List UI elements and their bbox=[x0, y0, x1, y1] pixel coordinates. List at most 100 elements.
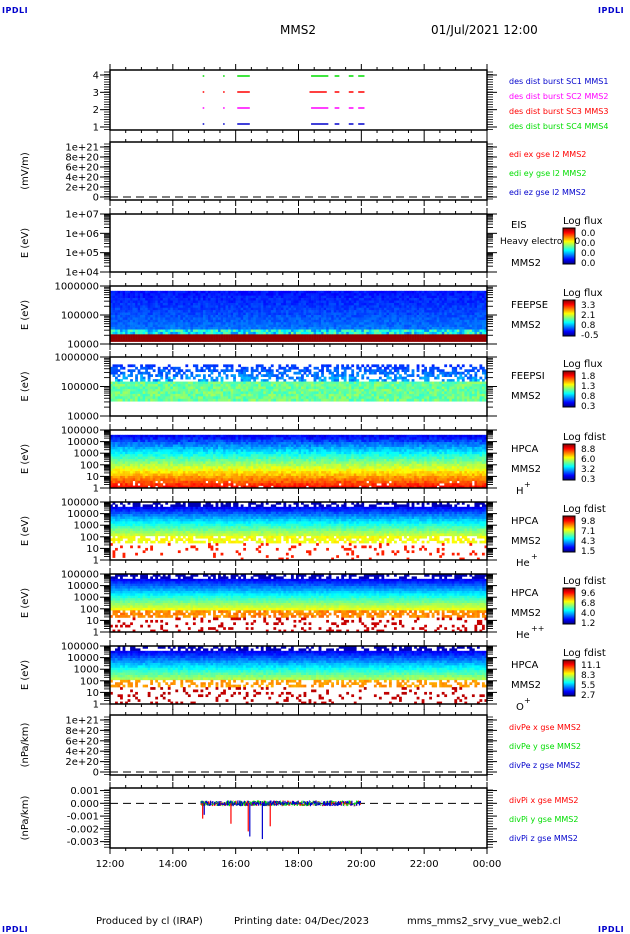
heatmap-cell bbox=[353, 396, 357, 400]
heatmap-cell bbox=[454, 302, 458, 306]
heatmap-cell bbox=[386, 319, 390, 323]
heatmap-cell bbox=[409, 336, 412, 340]
heatmap-cell bbox=[145, 312, 148, 316]
heatmap-cell bbox=[122, 339, 126, 342]
heatmap-cell bbox=[260, 324, 264, 328]
heatmap-cell bbox=[172, 298, 176, 301]
heatmap-cell bbox=[368, 295, 372, 299]
heatmap-cell bbox=[258, 307, 262, 311]
heatmap-cell bbox=[248, 393, 252, 397]
heatmap-cell bbox=[172, 324, 176, 328]
heatmap-cell bbox=[373, 322, 377, 325]
heatmap-cell bbox=[301, 298, 304, 301]
heatmap-cell bbox=[202, 391, 206, 395]
heatmap-cell bbox=[208, 393, 211, 397]
heatmap-cell bbox=[122, 315, 126, 318]
heatmap-cell bbox=[333, 379, 337, 382]
heatmap-cell bbox=[140, 315, 143, 318]
heatmap-cell bbox=[270, 364, 274, 368]
heatmap-cell bbox=[142, 388, 146, 392]
heatmap-cell bbox=[288, 312, 292, 316]
heatmap-cell bbox=[394, 379, 397, 382]
heatmap-cell bbox=[273, 322, 277, 325]
heatmap-cell bbox=[167, 364, 171, 368]
heatmap-cell bbox=[235, 293, 239, 296]
heatmap-cell bbox=[476, 339, 480, 342]
heatmap-cell bbox=[434, 293, 438, 296]
heatmap-cell bbox=[419, 298, 422, 301]
heatmap-cell bbox=[353, 302, 357, 306]
heatmap-cell bbox=[200, 396, 204, 400]
heatmap-cell bbox=[228, 398, 231, 402]
heatmap-cell bbox=[215, 319, 219, 323]
heatmap-cell bbox=[160, 384, 164, 387]
heatmap-cell bbox=[356, 371, 360, 375]
heatmap-cell bbox=[316, 324, 319, 328]
heatmap-cell bbox=[449, 312, 453, 316]
heatmap-cell bbox=[167, 293, 171, 296]
heatmap-cell bbox=[175, 331, 179, 335]
heatmap-cell bbox=[225, 364, 229, 368]
heatmap-cell bbox=[399, 305, 402, 309]
heatmap-cell bbox=[308, 298, 312, 301]
heatmap-cell bbox=[127, 369, 131, 373]
heatmap-cell bbox=[195, 300, 199, 304]
heatmap-cell bbox=[280, 315, 284, 318]
heatmap-cell bbox=[368, 300, 372, 304]
heatmap-cell bbox=[180, 302, 184, 306]
heatmap-cell bbox=[130, 396, 133, 400]
heatmap-cell bbox=[306, 324, 309, 328]
heatmap-cell bbox=[220, 293, 224, 296]
heatmap-cell bbox=[421, 324, 425, 328]
heatmap-cell bbox=[253, 381, 257, 385]
heatmap-cell bbox=[220, 369, 224, 373]
heatmap-cell bbox=[162, 339, 166, 342]
heatmap-cell bbox=[409, 300, 412, 304]
heatmap-cell bbox=[328, 302, 332, 306]
heatmap-cell bbox=[381, 305, 385, 309]
heatmap-cell bbox=[429, 339, 432, 342]
heatmap-cell bbox=[192, 391, 196, 395]
heatmap-cell bbox=[112, 312, 116, 316]
heatmap-cell bbox=[338, 391, 342, 395]
heatmap-cell bbox=[165, 295, 169, 299]
heatmap-cell bbox=[471, 305, 475, 309]
heatmap-cell bbox=[197, 307, 201, 311]
heatmap-cell bbox=[135, 315, 138, 318]
heatmap-cell bbox=[205, 398, 209, 402]
heatmap-cell bbox=[177, 396, 181, 400]
heatmap-cell bbox=[331, 336, 334, 340]
heatmap-cell bbox=[333, 300, 337, 304]
heatmap-cell bbox=[250, 315, 254, 318]
heatmap-cell bbox=[185, 391, 189, 395]
heatmap-cell bbox=[167, 369, 171, 373]
heatmap-cell bbox=[190, 398, 194, 402]
heatmap-cell bbox=[333, 310, 337, 313]
heatmap-cell bbox=[160, 327, 164, 330]
heatmap-cell bbox=[303, 379, 307, 382]
heatmap-cell bbox=[316, 388, 319, 392]
heatmap-cell bbox=[243, 298, 247, 301]
heatmap-cell bbox=[303, 386, 307, 390]
heatmap-cell bbox=[311, 339, 314, 342]
heatmap-cell bbox=[265, 310, 269, 313]
heatmap-cell bbox=[273, 381, 277, 385]
heatmap-cell bbox=[235, 381, 239, 385]
heatmap-cell bbox=[469, 290, 473, 294]
heatmap-cell bbox=[338, 315, 342, 318]
heatmap-cell bbox=[275, 302, 279, 306]
heatmap-cell bbox=[192, 327, 196, 330]
heatmap-cell bbox=[192, 398, 196, 402]
heatmap-cell bbox=[200, 379, 204, 382]
heatmap-cell bbox=[250, 324, 254, 328]
heatmap-cell bbox=[137, 310, 141, 313]
heatmap-cell bbox=[190, 329, 194, 333]
heatmap-cell bbox=[363, 391, 367, 395]
heatmap-cell bbox=[394, 364, 397, 368]
heatmap-cell bbox=[180, 305, 184, 309]
heatmap-cell bbox=[170, 293, 174, 296]
heatmap-cell bbox=[120, 317, 123, 321]
heatmap-cell bbox=[245, 331, 249, 335]
heatmap-cell bbox=[157, 319, 161, 323]
heatmap-cell bbox=[240, 322, 244, 325]
